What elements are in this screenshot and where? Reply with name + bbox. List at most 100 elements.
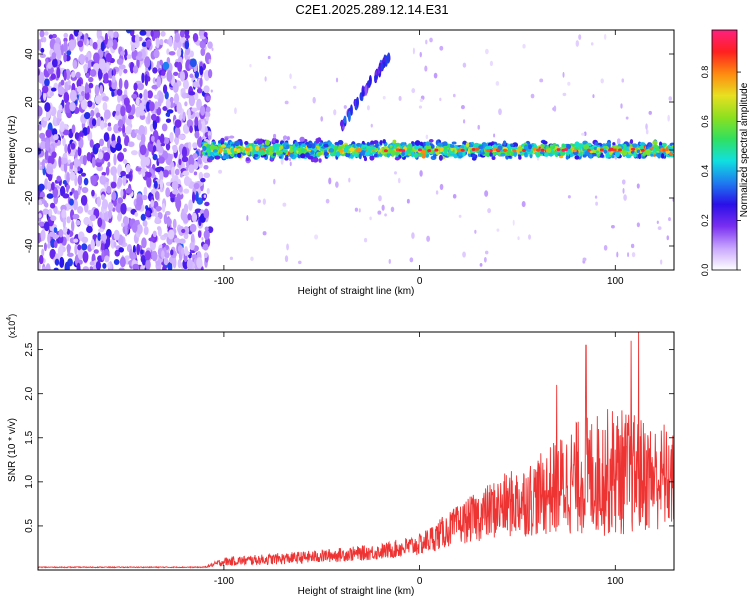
heatmap-cell <box>417 148 422 152</box>
heatmap-cell <box>139 144 147 156</box>
heatmap-cell <box>581 132 585 136</box>
heatmap-cell <box>42 36 47 43</box>
heatmap-cell <box>618 148 623 152</box>
heatmap-cell <box>210 89 213 93</box>
heatmap-cell <box>293 85 297 89</box>
heatmap-cell <box>176 101 182 114</box>
heatmap-cell <box>76 79 82 88</box>
snr-y-label: SNR (10 * v/v) <box>7 418 18 482</box>
heatmap-cell <box>133 82 138 91</box>
heatmap-cell <box>320 116 324 122</box>
heatmap-cell <box>398 96 402 101</box>
heatmap-cell <box>192 142 198 149</box>
heatmap-cell <box>45 139 51 152</box>
heatmap-cell <box>113 153 117 166</box>
heatmap-cell <box>55 37 61 44</box>
heatmap-cell <box>361 144 366 148</box>
heatmap-cell <box>336 151 341 158</box>
heatmap-cell <box>630 243 635 249</box>
heatmap-cell <box>38 254 44 265</box>
heatmap-cell <box>42 208 49 215</box>
heatmap-cell <box>131 222 138 233</box>
heatmap-cell <box>275 146 280 151</box>
heatmap-cell <box>161 202 166 213</box>
heatmap-cell <box>52 134 59 141</box>
heatmap-cell <box>589 153 593 159</box>
heatmap-cell <box>561 148 566 152</box>
heatmap-cell <box>275 139 279 144</box>
heatmap-cell <box>62 137 66 147</box>
heatmap-cell <box>169 96 174 103</box>
heatmap-cell <box>94 84 100 97</box>
heatmap-cell <box>43 221 50 232</box>
heatmap-cell <box>204 111 211 118</box>
heatmap-cell <box>657 226 662 230</box>
heatmap-cell <box>330 143 335 149</box>
heatmap-cell <box>369 154 375 161</box>
heatmap-cell <box>335 77 339 83</box>
heatmap-cell <box>411 88 416 94</box>
heatmap-cell <box>73 190 79 200</box>
heatmap-cell <box>451 141 457 145</box>
heatmap-cell <box>61 208 67 220</box>
heatmap-cell <box>68 39 76 51</box>
heatmap-cell <box>199 35 206 40</box>
heatmap-cell <box>53 114 57 123</box>
heatmap-cell <box>394 171 397 175</box>
heatmap-cell <box>609 147 614 151</box>
heatmap-cell <box>91 156 96 168</box>
heatmap-cell <box>184 40 190 50</box>
snr-x-label: Height of straight line (km) <box>298 586 415 597</box>
heatmap-cell <box>478 145 484 150</box>
heatmap-cell <box>168 36 173 47</box>
heatmap-cell <box>462 151 466 157</box>
heatmap-cell <box>181 146 188 159</box>
heatmap-cell <box>85 56 89 64</box>
heatmap-cell <box>83 111 91 120</box>
heatmap-cell <box>289 73 292 80</box>
heatmap-cell <box>178 133 186 140</box>
heatmap-cell <box>489 152 493 157</box>
heatmap-cell <box>191 191 196 204</box>
heatmap-cell <box>148 237 155 242</box>
heatmap-cell <box>224 137 229 141</box>
y-tick-label: 40 <box>24 48 35 60</box>
heatmap-cell <box>188 199 193 211</box>
heatmap-cell <box>181 92 187 99</box>
heatmap-cell <box>262 231 267 236</box>
heatmap-cell <box>174 119 182 128</box>
heatmap-cell <box>667 114 670 122</box>
heatmap-cell <box>92 233 98 240</box>
heatmap-cell <box>44 150 49 161</box>
heatmap-cell <box>458 214 462 218</box>
heatmap-cell <box>111 191 117 201</box>
heatmap-cell <box>38 142 41 148</box>
heatmap-cell <box>191 107 198 112</box>
heatmap-cell <box>71 220 75 232</box>
heatmap-cell <box>203 252 208 259</box>
y-tick-label: 1.5 <box>24 430 35 444</box>
heatmap-cell <box>134 212 139 217</box>
heatmap-cell <box>427 149 432 153</box>
heatmap-cell <box>151 212 156 217</box>
heatmap-cell <box>401 151 405 157</box>
heatmap-cell <box>217 140 222 144</box>
heatmap-cell <box>110 32 114 39</box>
heatmap-cell <box>200 47 206 57</box>
heatmap-cell <box>62 129 70 136</box>
heatmap-cell <box>153 30 160 38</box>
heatmap-cell <box>349 104 353 116</box>
heatmap-cell <box>284 255 289 263</box>
spectrogram-panel: -100 0 100 -40 -20 0 20 40 Height of straight l… <box>7 29 675 297</box>
heatmap-cell <box>203 229 210 240</box>
heatmap-cell <box>123 97 130 107</box>
heatmap-cell <box>325 198 330 204</box>
heatmap-cell <box>425 134 429 140</box>
heatmap-cell <box>611 155 615 159</box>
heatmap-cell <box>86 225 93 234</box>
heatmap-cell <box>85 72 90 79</box>
heatmap-cell <box>38 39 42 51</box>
heatmap-cell <box>140 168 148 173</box>
heatmap-cell <box>491 155 496 160</box>
heatmap-cell <box>102 101 108 112</box>
